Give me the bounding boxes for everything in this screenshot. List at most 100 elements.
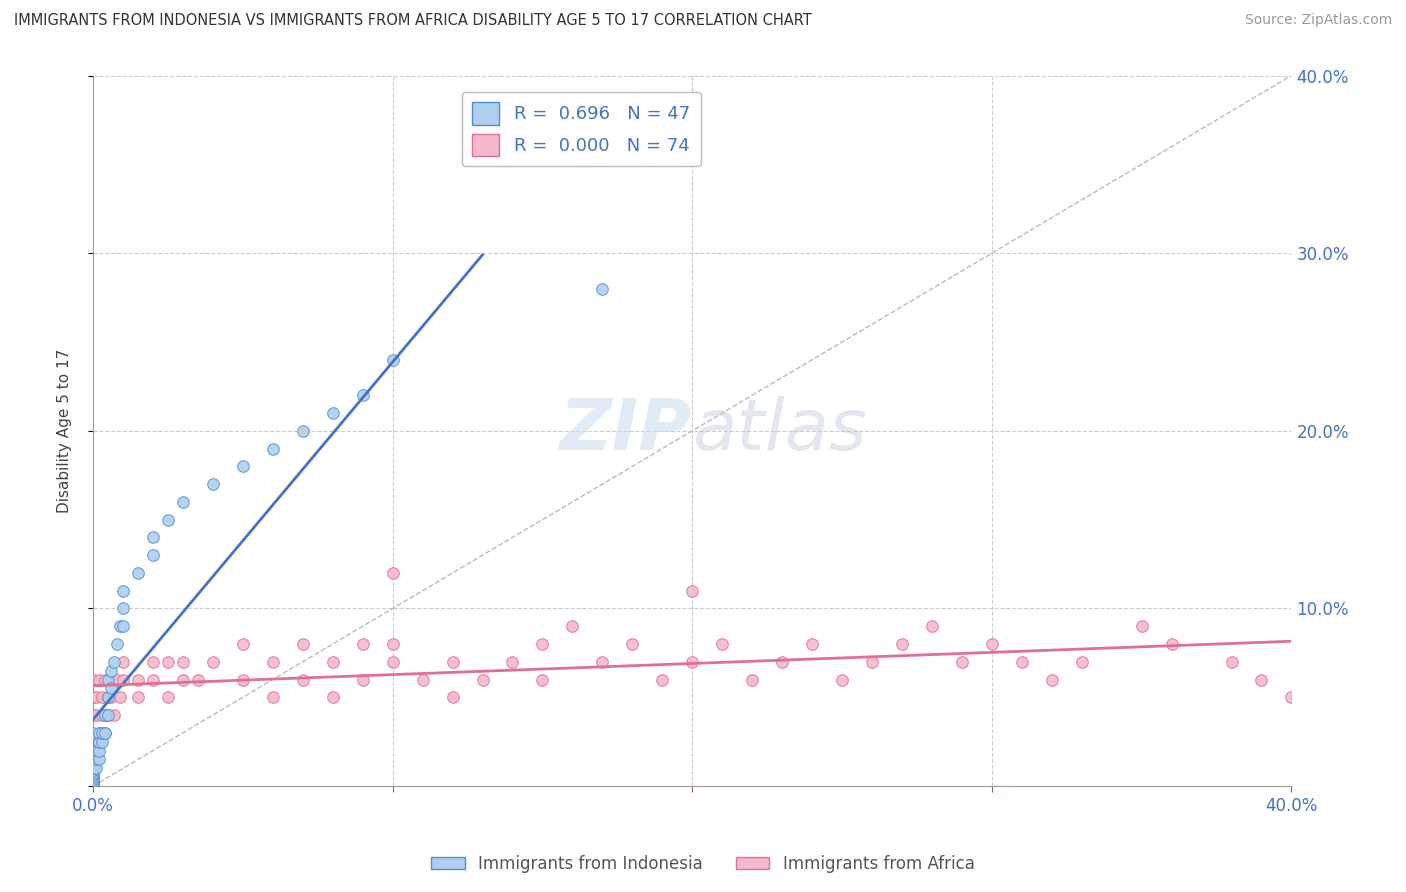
Point [127,690,149,705]
Point [82,766,104,780]
Point [201,477,224,491]
Point [291,673,314,687]
Point [100,690,122,705]
Point [127,673,149,687]
Point [111,655,134,669]
Point [921,619,943,633]
Point [142,548,165,562]
Point [142,655,165,669]
Point [531,637,554,651]
Point [97,690,120,705]
Point [322,406,344,420]
Point [891,637,914,651]
Point [322,655,344,669]
Point [172,673,194,687]
Point [111,583,134,598]
Point [82,779,104,793]
Point [94,726,117,740]
Point [142,673,165,687]
Point [103,655,125,669]
Point [1130,619,1153,633]
Point [82,775,104,789]
Point [87,752,110,766]
Point [801,637,824,651]
Text: ZIP: ZIP [560,396,692,466]
Point [441,690,464,705]
Point [84,743,107,757]
Point [381,566,404,580]
Point [127,566,149,580]
Point [82,673,104,687]
Point [1250,673,1272,687]
Point [381,637,404,651]
Point [591,282,613,296]
Point [87,735,110,749]
Point [262,442,284,456]
Point [1220,655,1243,669]
Point [97,673,120,687]
Point [82,757,104,772]
Point [172,655,194,669]
Point [187,673,209,687]
Point [91,690,114,705]
Point [471,673,494,687]
Point [105,637,128,651]
Point [103,708,125,723]
Point [82,690,104,705]
Point [82,726,104,740]
Point [91,735,114,749]
Y-axis label: Disability Age 5 to 17: Disability Age 5 to 17 [58,349,72,513]
Point [84,690,107,705]
Point [82,764,104,779]
Point [950,655,973,669]
Point [681,583,703,598]
Point [82,708,104,723]
Point [651,673,673,687]
Point [1160,637,1182,651]
Point [860,655,883,669]
Text: Source: ZipAtlas.com: Source: ZipAtlas.com [1244,13,1392,28]
Point [156,655,179,669]
Point [591,655,613,669]
Point [87,673,110,687]
Point [82,773,104,788]
Point [201,655,224,669]
Point [82,768,104,782]
Legend: Immigrants from Indonesia, Immigrants from Africa: Immigrants from Indonesia, Immigrants fr… [425,848,981,880]
Point [980,637,1002,651]
Point [108,619,131,633]
Point [1281,690,1303,705]
Point [97,708,120,723]
Point [352,673,374,687]
Point [381,352,404,367]
Point [97,690,120,705]
Point [232,459,254,474]
Point [111,601,134,615]
Point [108,690,131,705]
Point [84,761,107,775]
Point [94,708,117,723]
Point [97,708,120,723]
Point [172,495,194,509]
Point [412,673,434,687]
Point [291,424,314,438]
Point [91,708,114,723]
Point [156,513,179,527]
Point [291,637,314,651]
Point [352,388,374,402]
Point [501,655,523,669]
Point [561,619,583,633]
Text: IMMIGRANTS FROM INDONESIA VS IMMIGRANTS FROM AFRICA DISABILITY AGE 5 TO 17 CORRE: IMMIGRANTS FROM INDONESIA VS IMMIGRANTS … [14,13,811,29]
Point [100,681,122,696]
Point [94,673,117,687]
Point [770,655,793,669]
Point [681,655,703,669]
Point [1040,673,1063,687]
Point [262,690,284,705]
Point [711,637,734,651]
Point [87,726,110,740]
Point [531,673,554,687]
Point [87,726,110,740]
Point [82,763,104,777]
Point [94,726,117,740]
